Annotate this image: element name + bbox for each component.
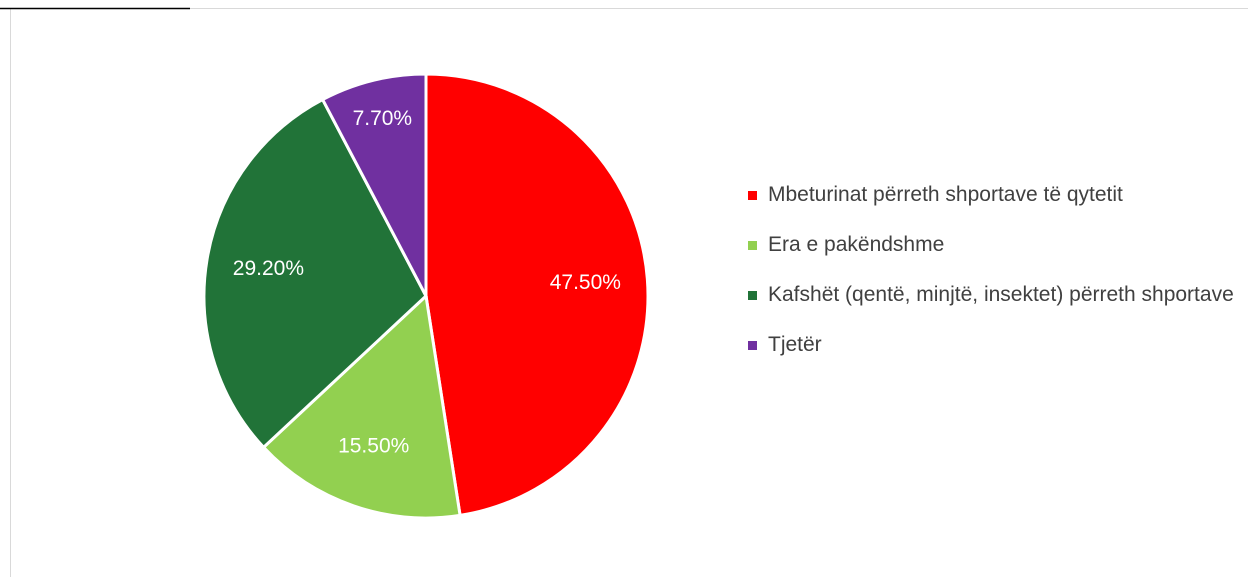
legend-item: Era e pakëndshme <box>748 230 1238 260</box>
legend-swatch <box>748 191 757 200</box>
legend-item: Tjetër <box>748 330 1238 360</box>
data-label: 7.70% <box>353 107 413 130</box>
pie: 47.50% 15.50% 29.20% 7.70% <box>202 72 650 520</box>
pie-slice <box>424 72 650 518</box>
legend-swatch <box>748 241 757 250</box>
data-label: 15.50% <box>338 435 409 458</box>
legend-item: Kafshët (qentë, minjtë, insektet) përret… <box>748 280 1238 310</box>
legend-label: Tjetër <box>768 333 822 356</box>
legend-label: Kafshët (qentë, minjtë, insektet) përret… <box>768 283 1234 306</box>
data-label: 29.20% <box>233 257 304 280</box>
legend-item: Mbeturinat përreth shportave të qytetit <box>748 180 1238 210</box>
pie-slice <box>202 97 428 450</box>
legend-label: Mbeturinat përreth shportave të qytetit <box>768 183 1123 206</box>
legend-swatch <box>748 291 757 300</box>
pie-slice <box>261 292 462 520</box>
legend: Mbeturinat përreth shportave të qytetit E… <box>748 180 1238 380</box>
legend-swatch <box>748 341 757 350</box>
legend-label: Era e pakëndshme <box>768 233 945 256</box>
data-label: 47.50% <box>550 271 621 294</box>
pie-slice <box>320 72 428 297</box>
